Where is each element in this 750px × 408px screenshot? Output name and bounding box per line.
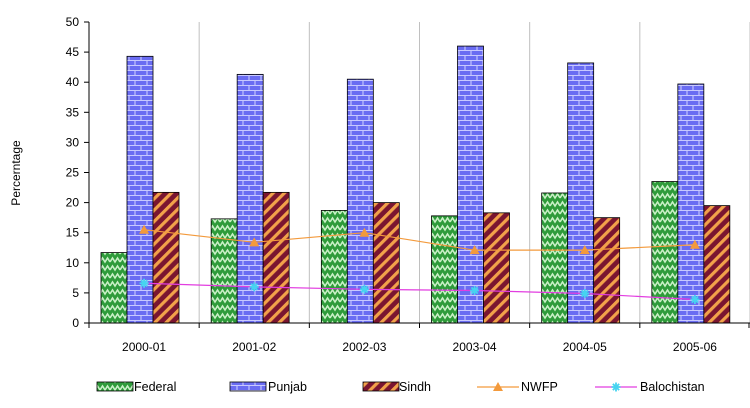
point-balochistan (690, 295, 700, 305)
bar-sindh (262, 191, 290, 324)
y-tick-label: 10 (66, 256, 80, 270)
bar-federal (431, 215, 458, 324)
y-tick-label: 50 (66, 15, 80, 29)
x-tick-label: 2000-01 (122, 340, 166, 354)
y-tick-label: 25 (66, 166, 80, 180)
legend-label-punjab: Punjab (268, 380, 307, 394)
point-nwfp (359, 227, 370, 237)
legend-marker-balochistan (611, 382, 621, 392)
bar-punjab (236, 73, 264, 324)
y-tick-label: 30 (66, 135, 80, 149)
line-balochistan (144, 282, 695, 301)
y-tick-label: 5 (72, 286, 79, 300)
series-lines (139, 224, 700, 305)
point-balochistan (470, 285, 480, 295)
line-nwfp (144, 229, 695, 251)
point-balochistan (580, 289, 590, 299)
bar-federal (651, 181, 679, 324)
y-tick-label: 0 (72, 316, 79, 330)
point-balochistan (359, 284, 369, 294)
bar-federal (541, 192, 569, 324)
legend-label-sindh: Sindh (399, 380, 431, 394)
legend-marker-nwfp (493, 382, 503, 391)
gridlines (198, 22, 750, 323)
y-tick-label: 15 (66, 226, 80, 240)
legend-swatch-sindh (362, 381, 400, 392)
y-tick-label: 35 (66, 105, 80, 119)
bar-sindh (152, 191, 180, 324)
point-nwfp (249, 237, 260, 247)
bar-punjab (126, 55, 154, 324)
legend-label-nwfp: NWFP (521, 380, 558, 394)
point-nwfp (689, 239, 700, 249)
legend-label-balochistan: Balochistan (640, 380, 705, 394)
bar-sindh (483, 212, 510, 324)
x-tick-label: 2004-05 (563, 340, 607, 354)
point-balochistan (139, 278, 149, 288)
bar-federal (210, 218, 238, 324)
point-nwfp (579, 245, 590, 255)
point-nwfp (139, 224, 150, 234)
bar-sindh (593, 217, 621, 324)
x-tick-label: 2001-02 (232, 340, 276, 354)
bar-sindh (372, 202, 400, 324)
bar-punjab (677, 83, 705, 324)
point-balochistan (249, 282, 259, 292)
axes: 0 5 10 15 20 25 30 35 40 45 50 2000-01 2001-02 2002-0… (66, 15, 750, 354)
x-tick-label: 2003-04 (453, 340, 497, 354)
legend-label-federal: Federal (134, 380, 176, 394)
bar-sindh (703, 205, 731, 324)
x-tick-label: 2002-03 (342, 340, 386, 354)
y-tick-label: 45 (66, 45, 80, 59)
bar-federal (100, 252, 128, 324)
legend-swatch-punjab (229, 381, 267, 392)
bars (100, 45, 731, 324)
bar-punjab (346, 78, 374, 324)
x-tick-label: 2005-06 (673, 340, 717, 354)
y-tick-label: 20 (66, 196, 80, 210)
bar-federal (320, 210, 348, 324)
bar-punjab (567, 62, 595, 324)
legend: Federal Punjab Sindh NWFP Balochistan (96, 380, 705, 394)
legend-swatch-federal (96, 381, 134, 392)
y-axis-label: Percerntage (9, 140, 23, 206)
bar-punjab (457, 45, 484, 324)
point-nwfp (469, 245, 480, 255)
y-tick-label: 40 (66, 75, 80, 89)
